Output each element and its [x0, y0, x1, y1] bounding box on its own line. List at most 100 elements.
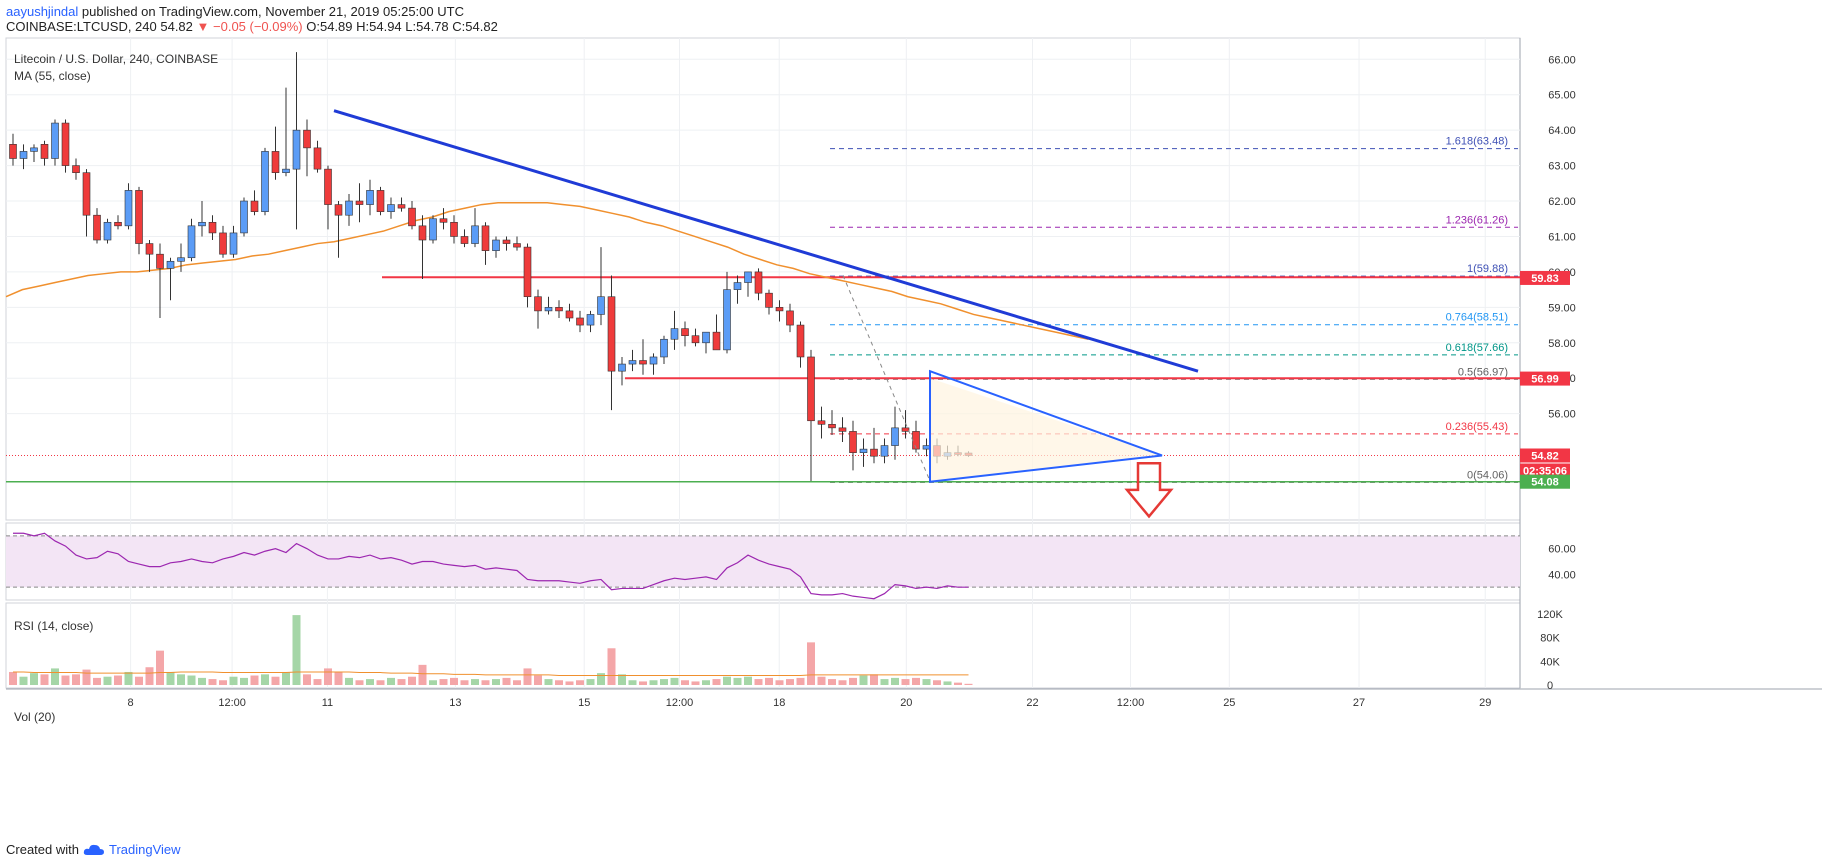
- candle-down: [502, 239, 511, 244]
- volume-bar: [324, 668, 332, 685]
- volume-bar: [744, 676, 752, 685]
- candle-up: [292, 129, 301, 170]
- tradingview-link[interactable]: TradingView: [108, 842, 181, 857]
- candle-down: [576, 317, 584, 326]
- candle-up: [891, 427, 899, 446]
- candle-down: [817, 420, 826, 425]
- candle-down: [460, 236, 469, 244]
- candle-up: [240, 200, 248, 234]
- candle-down: [807, 356, 815, 422]
- volume-bar: [513, 680, 521, 685]
- candle-up: [733, 282, 742, 290]
- volume-bar: [754, 679, 763, 685]
- down-arrow-icon: [1124, 462, 1174, 519]
- candle-up: [628, 360, 637, 365]
- candle-down: [838, 427, 847, 432]
- volume-bar: [303, 674, 311, 685]
- tradingview-cloud-icon: [83, 844, 104, 855]
- candle-down: [691, 335, 700, 344]
- candle-up: [429, 218, 437, 241]
- created-with-text: Created with: [6, 842, 79, 857]
- candle-up: [229, 232, 238, 255]
- price-tag-label: 56.99: [1531, 374, 1559, 386]
- candle-up: [187, 225, 196, 259]
- author-link[interactable]: aayushjindal: [6, 4, 79, 19]
- volume-bar: [9, 671, 17, 685]
- price-tick-label: 56.00: [1548, 409, 1576, 421]
- candle-down: [313, 147, 322, 170]
- volume-bar: [702, 680, 710, 685]
- triangle-fill: [930, 378, 1162, 482]
- candle-up: [597, 296, 605, 315]
- time-tick-label: 13: [449, 697, 461, 709]
- volume-bar: [691, 681, 700, 685]
- volume-bar: [219, 680, 227, 685]
- price-tag-label: 54.08: [1531, 477, 1559, 489]
- volume-tick-label: 0: [1547, 680, 1553, 692]
- volume-bar: [450, 677, 458, 685]
- candle-up: [282, 168, 290, 173]
- volume-bar: [93, 677, 101, 685]
- rsi-line: [13, 532, 969, 600]
- volume-bar: [376, 680, 385, 685]
- candle-down: [271, 151, 280, 173]
- price-tick-label: 61.00: [1548, 231, 1576, 243]
- volume-bar: [765, 677, 773, 685]
- volume-bar: [124, 671, 133, 685]
- price-tag-label: 54.82: [1531, 450, 1559, 462]
- descending-trendline: [333, 109, 1199, 373]
- volume-bar: [103, 676, 112, 685]
- volume-bar: [586, 679, 595, 685]
- volume-bar: [796, 677, 805, 685]
- time-tick-label: 11: [322, 697, 333, 709]
- volume-bar: [187, 675, 196, 685]
- pane-frame: [5, 37, 1521, 521]
- candle-down: [901, 427, 910, 432]
- volume-bar: [114, 675, 122, 685]
- candle-down: [439, 218, 448, 223]
- volume-bar: [229, 676, 238, 685]
- candle-up: [670, 328, 679, 340]
- volume-ma-line: [13, 671, 969, 677]
- volume-bar: [492, 679, 500, 685]
- volume-bar: [628, 680, 637, 685]
- candle-down: [418, 225, 427, 241]
- candle-up: [649, 356, 658, 365]
- time-tick-label: 27: [1353, 697, 1365, 709]
- candle-down: [513, 243, 521, 248]
- rsi-legend: RSI (14, close): [14, 619, 93, 633]
- candle-down: [639, 360, 647, 365]
- volume-bar: [198, 677, 206, 685]
- volume-bar: [555, 680, 563, 685]
- triangle-pattern: [929, 369, 1163, 483]
- volume-bar: [250, 675, 259, 685]
- candle-down: [565, 310, 574, 319]
- candle-down: [61, 122, 70, 166]
- volume-bar: [156, 650, 164, 685]
- volume-bar: [40, 674, 49, 685]
- candle-up: [30, 147, 38, 152]
- time-tick-label: 12:00: [218, 697, 246, 709]
- volume-bar: [838, 680, 847, 685]
- time-tick-label: 20: [900, 697, 912, 709]
- volume-bar: [523, 668, 532, 685]
- volume-bar: [807, 642, 815, 685]
- fib-level-label: 1(59.88): [1467, 263, 1508, 275]
- time-tick-label: 12:00: [1117, 697, 1145, 709]
- candle-down: [219, 232, 227, 255]
- candle-up: [859, 448, 868, 453]
- candle-down: [135, 190, 143, 244]
- volume-bar: [460, 680, 469, 685]
- volume-bar: [891, 677, 899, 685]
- pane-frame: [5, 602, 1521, 689]
- volume-bar: [30, 673, 38, 685]
- volume-bar: [271, 676, 280, 685]
- candle-up: [261, 151, 269, 212]
- candle-down: [376, 190, 385, 212]
- ma55-line: [5, 202, 1089, 340]
- candle-down: [828, 424, 836, 429]
- volume-bar: [313, 679, 322, 685]
- fib-leg-dashed: [842, 275, 931, 482]
- fib-level-label: 0.764(58.51): [1446, 312, 1508, 324]
